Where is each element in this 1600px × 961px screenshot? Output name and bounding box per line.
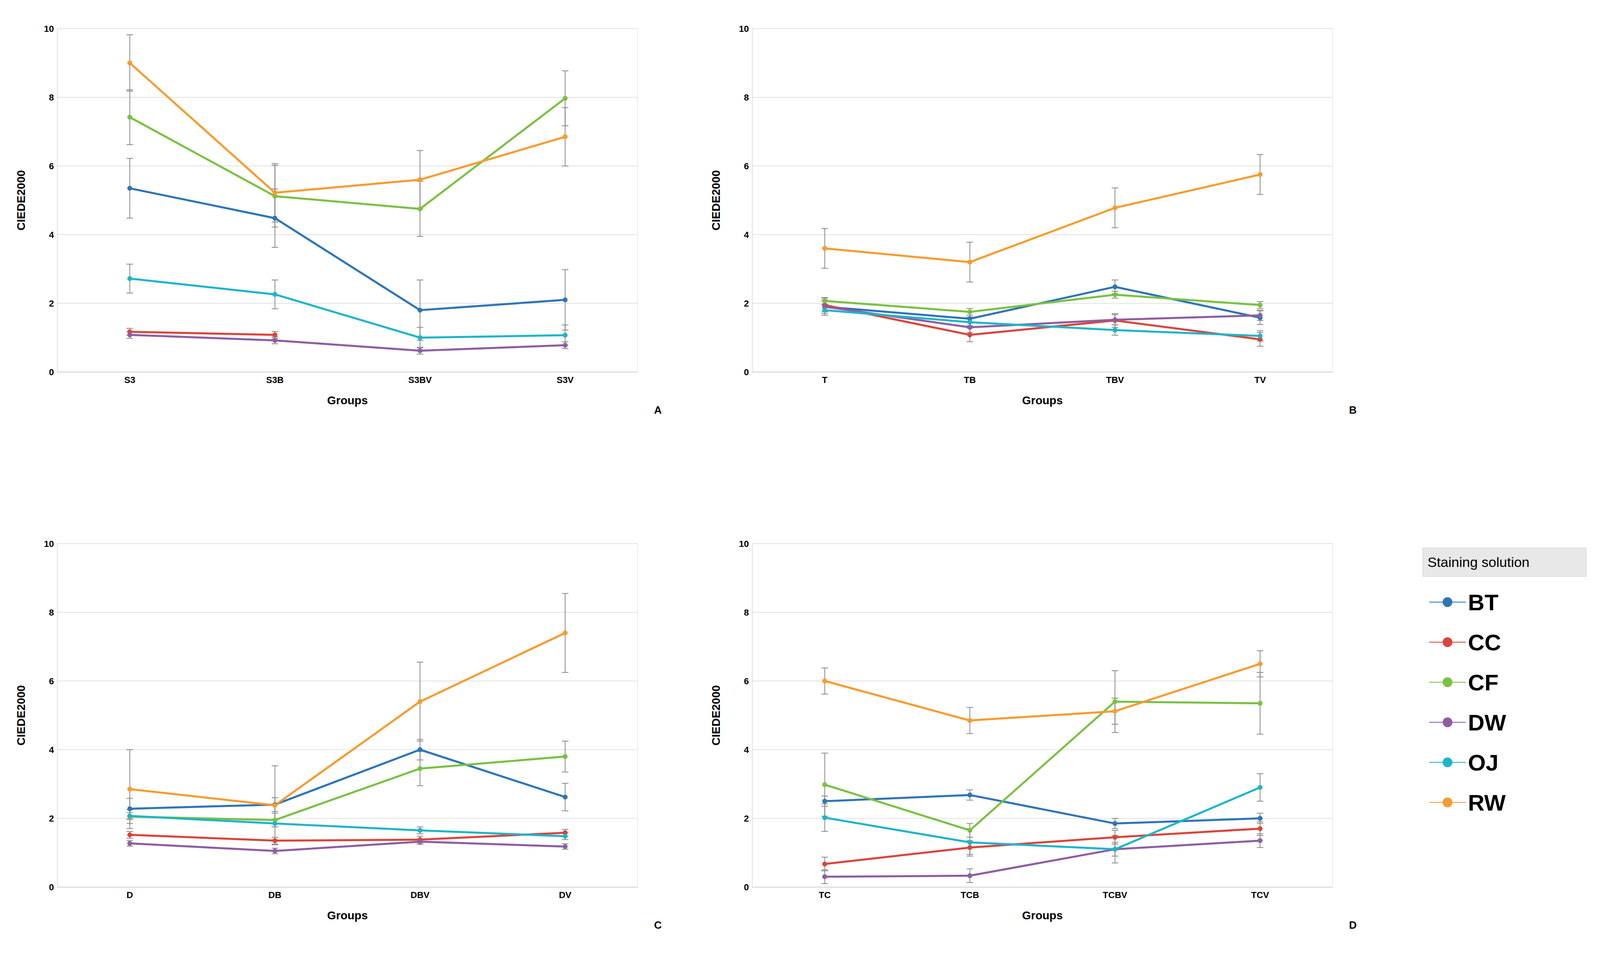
svg-text:CIEDE2000: CIEDE2000 (709, 170, 723, 231)
svg-text:2: 2 (49, 298, 54, 309)
svg-text:10: 10 (739, 23, 749, 34)
svg-text:T: T (822, 374, 828, 386)
svg-text:10: 10 (739, 538, 749, 550)
svg-text:4: 4 (743, 229, 750, 240)
svg-text:4: 4 (49, 744, 55, 756)
svg-text:0: 0 (49, 367, 54, 378)
svg-text:6: 6 (743, 161, 749, 172)
svg-text:C: C (654, 918, 662, 932)
svg-text:0: 0 (49, 882, 54, 893)
svg-text:Staining solution: Staining solution (1427, 554, 1530, 570)
svg-text:0: 0 (743, 367, 749, 378)
svg-text:CIEDE2000: CIEDE2000 (14, 685, 28, 746)
svg-text:TB: TB (963, 374, 976, 386)
svg-text:S3BV: S3BV (408, 374, 433, 386)
svg-text:TCB: TCB (960, 889, 980, 901)
svg-text:6: 6 (49, 161, 54, 172)
svg-text:4: 4 (49, 229, 55, 240)
svg-text:TCBV: TCBV (1102, 889, 1128, 901)
svg-text:B: B (1349, 403, 1357, 417)
svg-text:D: D (126, 889, 134, 901)
svg-text:S3V: S3V (556, 374, 574, 386)
svg-text:DB: DB (268, 889, 282, 901)
svg-text:S3B: S3B (266, 374, 284, 386)
svg-text:4: 4 (743, 744, 750, 756)
svg-text:8: 8 (49, 92, 54, 103)
svg-text:DBV: DBV (410, 889, 430, 901)
svg-text:2: 2 (49, 813, 54, 824)
svg-text:2: 2 (743, 298, 749, 309)
svg-text:BT: BT (1467, 589, 1499, 616)
svg-text:D: D (1349, 918, 1357, 932)
svg-text:S3: S3 (124, 374, 136, 386)
svg-text:2: 2 (743, 813, 749, 824)
svg-text:Groups: Groups (1021, 394, 1063, 407)
svg-text:TBV: TBV (1106, 374, 1125, 386)
svg-text:Groups: Groups (327, 909, 368, 922)
svg-text:DW: DW (1467, 709, 1506, 736)
svg-text:CF: CF (1467, 669, 1499, 696)
svg-text:Groups: Groups (327, 394, 368, 407)
svg-text:CIEDE2000: CIEDE2000 (709, 685, 723, 746)
svg-text:Groups: Groups (1021, 909, 1063, 922)
svg-text:CIEDE2000: CIEDE2000 (14, 170, 28, 231)
svg-text:TCV: TCV (1251, 889, 1270, 901)
svg-text:10: 10 (44, 538, 54, 550)
svg-text:8: 8 (49, 607, 54, 618)
svg-text:RW: RW (1467, 789, 1506, 816)
svg-text:6: 6 (743, 676, 749, 687)
svg-text:8: 8 (743, 607, 749, 618)
svg-text:A: A (654, 403, 662, 417)
svg-text:TV: TV (1254, 374, 1266, 386)
svg-text:CC: CC (1467, 629, 1502, 656)
svg-text:0: 0 (743, 882, 749, 893)
svg-text:6: 6 (49, 676, 54, 687)
svg-text:OJ: OJ (1467, 749, 1499, 776)
svg-text:DV: DV (558, 889, 572, 901)
svg-text:10: 10 (44, 23, 54, 34)
svg-text:TC: TC (818, 889, 831, 901)
svg-text:8: 8 (743, 92, 749, 103)
